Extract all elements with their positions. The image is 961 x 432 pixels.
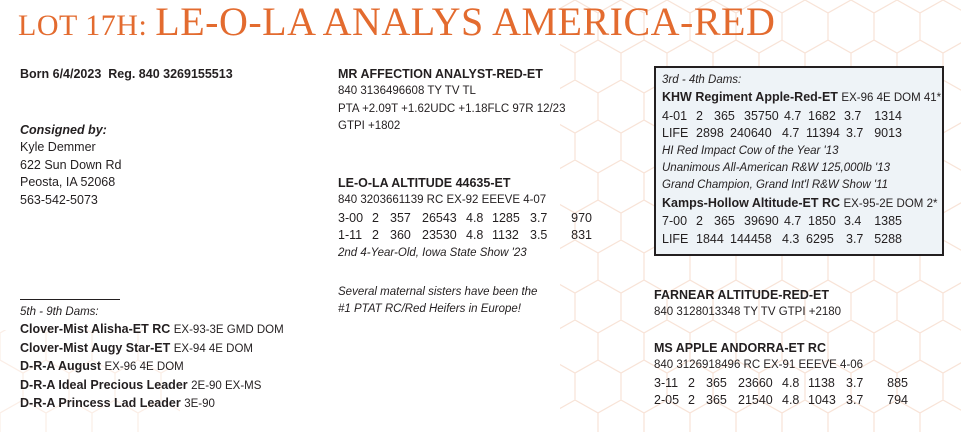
dam-name: LE-O-LA ALTITUDE 44635-ET: [338, 176, 511, 190]
consignor-heading: Consigned by:: [20, 123, 107, 137]
record-row: 2-05 2 365 21540 4.8 1043 3.7 794: [654, 393, 908, 408]
granddam-sire-info: 840 3128013348 TY TV GTPI +2180: [654, 306, 842, 319]
divider: [20, 299, 120, 300]
dams-3-4-heading: 3rd - 4th Dams:: [662, 74, 742, 86]
cow1-line: KHW Regiment Apple-Red-ET EX-96 4E DOM 4…: [662, 90, 942, 105]
record-row: LIFE 1844 144458 4.3 6295 3.7 5288: [662, 231, 902, 246]
dams-3-4-box: 3rd - 4th Dams: KHW Regiment Apple-Red-E…: [654, 66, 944, 256]
cow1-records: 4-01 2 365 35750 4.7 1682 3.7 1314: [662, 108, 902, 125]
dam-5-line: Clover-Mist Alisha-ET RC EX-93-3E GMD DO…: [20, 322, 284, 337]
sire-gtpi: GTPI +1802: [338, 120, 401, 133]
consignor-block: Consigned by: Kyle Demmer 622 Sun Down R…: [20, 122, 121, 209]
sire-name: MR AFFECTION ANALYST-RED-ET: [338, 67, 543, 81]
record-row: 4-01 2 365 35750 4.7 1682 3.7 1314: [662, 108, 902, 123]
honor-line: HI Red Impact Cow of the Year '13: [662, 144, 839, 157]
record-row: 1-11 2 360 23530 4.8 1132 3.5 831: [338, 228, 592, 243]
note-line: #1 PTAT RC/Red Heifers in Europe!: [338, 303, 522, 316]
granddam-id: 840 3126918496 RC EX-91 EEEVE 4-06: [654, 359, 864, 372]
granddam-records: 3-11 2 365 23660 4.8 1138 3.7 885 2-05 2 365 2…: [654, 375, 908, 410]
cow2-records: 7-00 2 365 39690 4.7 1850 3.4 1385: [662, 213, 902, 230]
granddam-block: MS APPLE ANDORRA-ET RC 840 3126918496 RC…: [654, 340, 908, 410]
dam-6-line: Clover-Mist Augy Star-ET EX-94 4E DOM: [20, 340, 253, 355]
note-line: Several maternal sisters have been the: [338, 286, 538, 298]
cow1-life-records: LIFE 2898 240640 4.7 11394 3.7 9013: [662, 125, 902, 142]
maternal-note: Several maternal sisters have been the #…: [338, 284, 537, 319]
consignor-name: Kyle Demmer: [20, 140, 96, 155]
honor-line: Grand Champion, Grand Int'l R&W Show '11: [662, 179, 888, 192]
sire-id: 840 3136496608 TY TV TL: [338, 85, 476, 98]
dam-block: LE-O-LA ALTITUDE 44635-ET 840 3203661139…: [338, 175, 592, 262]
animal-name: LE-O-LA ANALYS AMERICA-RED: [155, 0, 776, 44]
consignor-street: 622 Sun Down Rd: [20, 157, 122, 172]
honor-line: Unanimous All-American R&W 125,000lb '13: [662, 162, 891, 175]
granddam-sire-block: FARNEAR ALTITUDE-RED-ET 840 3128013348 T…: [654, 287, 841, 322]
dam-9-line: D-R-A Princess Lad Leader 3E-90: [20, 396, 215, 411]
lot-number: LOT 17H:: [18, 9, 148, 42]
registration-number: Reg. 840 3269155513: [108, 67, 233, 81]
dam-id: 840 3203661139 RC EX-92 EEEVE 4-07: [338, 194, 547, 207]
cow2-line: Kamps-Hollow Altitude-ET RC EX-95-2E DOM…: [662, 195, 938, 210]
record-row: 7-00 2 365 39690 4.7 1850 3.4 1385: [662, 214, 902, 229]
dams-5-9-heading: 5th - 9th Dams:: [20, 306, 99, 318]
birth-info: Born 6/4/2023 Reg. 840 3269155513: [20, 66, 233, 83]
cow2-life-records: LIFE 1844 144458 4.3 6295 3.7 5288: [662, 231, 902, 248]
consignor-city: Peosta, IA 52068: [20, 175, 116, 190]
dam-8-line: D-R-A Ideal Precious Leader 2E-90 EX-MS: [20, 377, 262, 392]
granddam-name: MS APPLE ANDORRA-ET RC: [654, 341, 826, 355]
born-date: Born 6/4/2023: [20, 67, 102, 81]
record-row: LIFE 2898 240640 4.7 11394 3.7 9013: [662, 126, 902, 141]
dam-records: 3-00 2 357 26543 4.8 1285 3.7 970 1-11 2 360 2…: [338, 210, 592, 245]
record-row: 3-11 2 365 23660 4.8 1138 3.7 885: [654, 375, 908, 390]
sire-pta: PTA +2.09T +1.62UDC +1.18FLC 97R 12/23: [338, 102, 566, 115]
consignor-phone: 563-542-5073: [20, 192, 98, 207]
dams-5-9-block: 5th - 9th Dams: Clover-Mist Alisha-ET RC…: [20, 304, 284, 413]
sire-block: MR AFFECTION ANALYST-RED-ET 840 31364966…: [338, 66, 565, 136]
dam-7-line: D-R-A August EX-96 4E DOM: [20, 359, 184, 374]
page-title: LOT 17H: LE-O-LA ANALYS AMERICA-RED: [18, 2, 775, 42]
record-row: 3-00 2 357 26543 4.8 1285 3.7 970: [338, 210, 592, 225]
granddam-sire-name: FARNEAR ALTITUDE-RED-ET: [654, 288, 829, 302]
dam-award: 2nd 4-Year-Old, Iowa State Show '23: [338, 246, 527, 259]
